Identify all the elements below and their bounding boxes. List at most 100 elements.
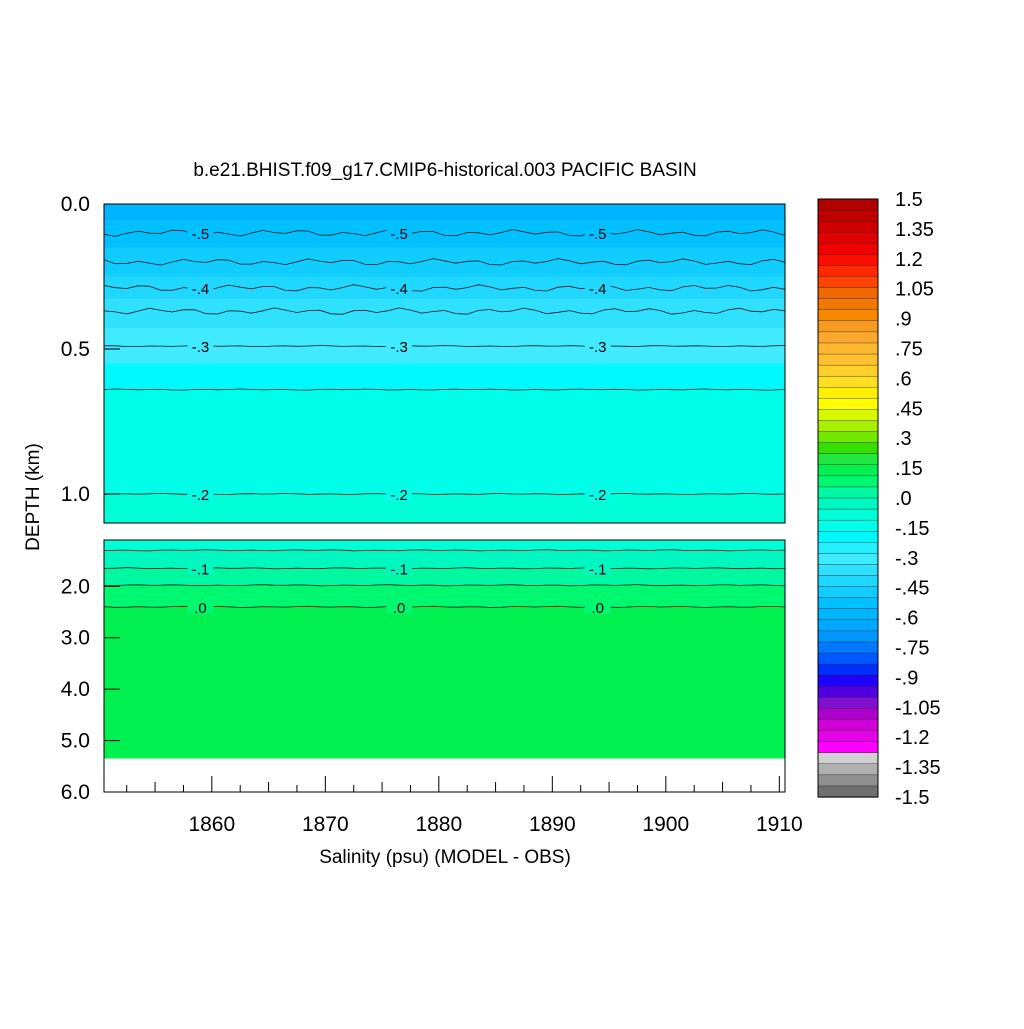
colorbar-cell [817, 398, 879, 411]
contour-label-bg [187, 224, 214, 240]
chart-title: b.e21.BHIST.f09_g17.CMIP6-historical.003… [193, 160, 696, 181]
colorbar-cell [817, 674, 879, 687]
contour-line [103, 492, 786, 495]
contour-line [103, 258, 786, 266]
contour-label: -.2 [589, 487, 607, 504]
colorbar-label: -.3 [895, 548, 918, 570]
contour-label-bg [584, 279, 611, 296]
colorbar-frame [817, 198, 879, 798]
contour-label: -.1 [390, 561, 408, 578]
colorbar-cell [817, 564, 879, 577]
y-tick-label: 0.0 [61, 193, 90, 216]
contour-label: -.1 [589, 561, 607, 578]
colorbar-cell [817, 486, 879, 499]
contour-label: .0 [393, 600, 406, 617]
ocean-floor [104, 758, 785, 792]
colorbar-cell [817, 663, 879, 676]
colorbar-cell [817, 265, 879, 278]
colorbar-label: -.45 [895, 578, 929, 600]
contour-label-bg [584, 224, 611, 240]
colorbar-cell [817, 497, 879, 510]
colorbar-cell [817, 774, 879, 787]
colorbar-cell [817, 641, 879, 654]
contour-label: -.5 [390, 226, 408, 243]
colorbar-cell [817, 652, 879, 665]
colorbar-label: 1.35 [895, 219, 934, 241]
contour-label: .0 [194, 600, 207, 617]
field-band [104, 363, 785, 390]
contour-line [103, 388, 786, 391]
contour-label: -.3 [589, 339, 607, 356]
colorbar-cell [817, 220, 879, 233]
field-band [104, 299, 785, 329]
contour-line [103, 229, 786, 237]
field-band [104, 585, 785, 607]
colorbar-cell [817, 475, 879, 488]
colorbar-cell [817, 630, 879, 643]
field-band [104, 204, 785, 222]
contour-label-bg [187, 279, 214, 296]
colorbar-label: -1.5 [895, 787, 929, 809]
y-tick-label: 3.0 [61, 627, 90, 650]
colorbar-cell [817, 375, 879, 388]
colorbar-label: .0 [895, 488, 912, 510]
colorbar-cell [817, 586, 879, 599]
colorbar-cell [817, 232, 879, 244]
colorbar-label: .15 [895, 458, 923, 480]
x-axis: 1860 1870 1880 1890 1900 1910 [126, 776, 803, 836]
colorbar-label: 1.05 [895, 279, 934, 301]
contour-label-bg [584, 559, 611, 576]
contour-label-bg [584, 485, 611, 501]
contour-label-bg [386, 279, 413, 296]
colorbar-cell [817, 353, 879, 366]
contour-label-bg [386, 597, 413, 614]
contour-label: .0 [591, 600, 604, 617]
colorbar-cell [817, 342, 879, 355]
y-tick-label: 5.0 [61, 730, 90, 753]
y-tick-label: 4.0 [61, 678, 90, 701]
x-tick-label: 1910 [756, 813, 803, 836]
contour-line [103, 605, 786, 608]
colorbar-label: 1.2 [895, 249, 923, 271]
colorbar-label: .9 [895, 309, 912, 331]
contour-label-bg [386, 224, 413, 240]
y-tick-label: 1.0 [61, 483, 90, 506]
colorbar-cell [817, 209, 879, 222]
y-tick-label: 2.0 [61, 575, 90, 598]
colorbar-cell [817, 287, 879, 300]
field-band [104, 276, 785, 300]
colorbar-cell [817, 519, 879, 532]
colorbar-cell [817, 453, 879, 466]
contour-line [103, 549, 786, 552]
contour-label: -.2 [192, 487, 210, 504]
colorbar-label: -.75 [895, 638, 929, 660]
panel-frame [103, 539, 786, 793]
panel-frame [103, 203, 786, 524]
x-tick-label: 1860 [188, 813, 235, 836]
contour-label-bg [187, 485, 214, 501]
colorbar-cell [817, 387, 879, 399]
x-tick-label: 1900 [642, 813, 689, 836]
colorbar: 1.5 1.35 1.2 1.05 .9 .75 .6 .45 .3 .15 .0 -.15 -.3 -.… [817, 189, 941, 809]
contour-label: -.5 [589, 226, 607, 243]
colorbar-cell [817, 752, 879, 765]
contour-label-bg [187, 337, 214, 354]
y-axis-label: DEPTH (km) [23, 443, 44, 551]
contour-label-bg [187, 559, 214, 576]
colorbar-label: -1.35 [895, 757, 941, 779]
colorbar-cell [817, 320, 879, 333]
colorbar-cell [817, 309, 879, 322]
contour-line [103, 584, 786, 587]
colorbar-cell [817, 608, 879, 621]
field-band [104, 550, 785, 569]
contour-label-bg [584, 597, 611, 614]
contour-line [104, 345, 786, 348]
colorbar-cell [817, 243, 879, 255]
contour-label: -.2 [390, 487, 408, 504]
colorbar-cell [817, 276, 879, 289]
colorbar-cell [817, 619, 879, 632]
colorbar-cell [817, 298, 879, 311]
contour-label: -.4 [192, 281, 210, 298]
colorbar-cell [817, 575, 879, 588]
